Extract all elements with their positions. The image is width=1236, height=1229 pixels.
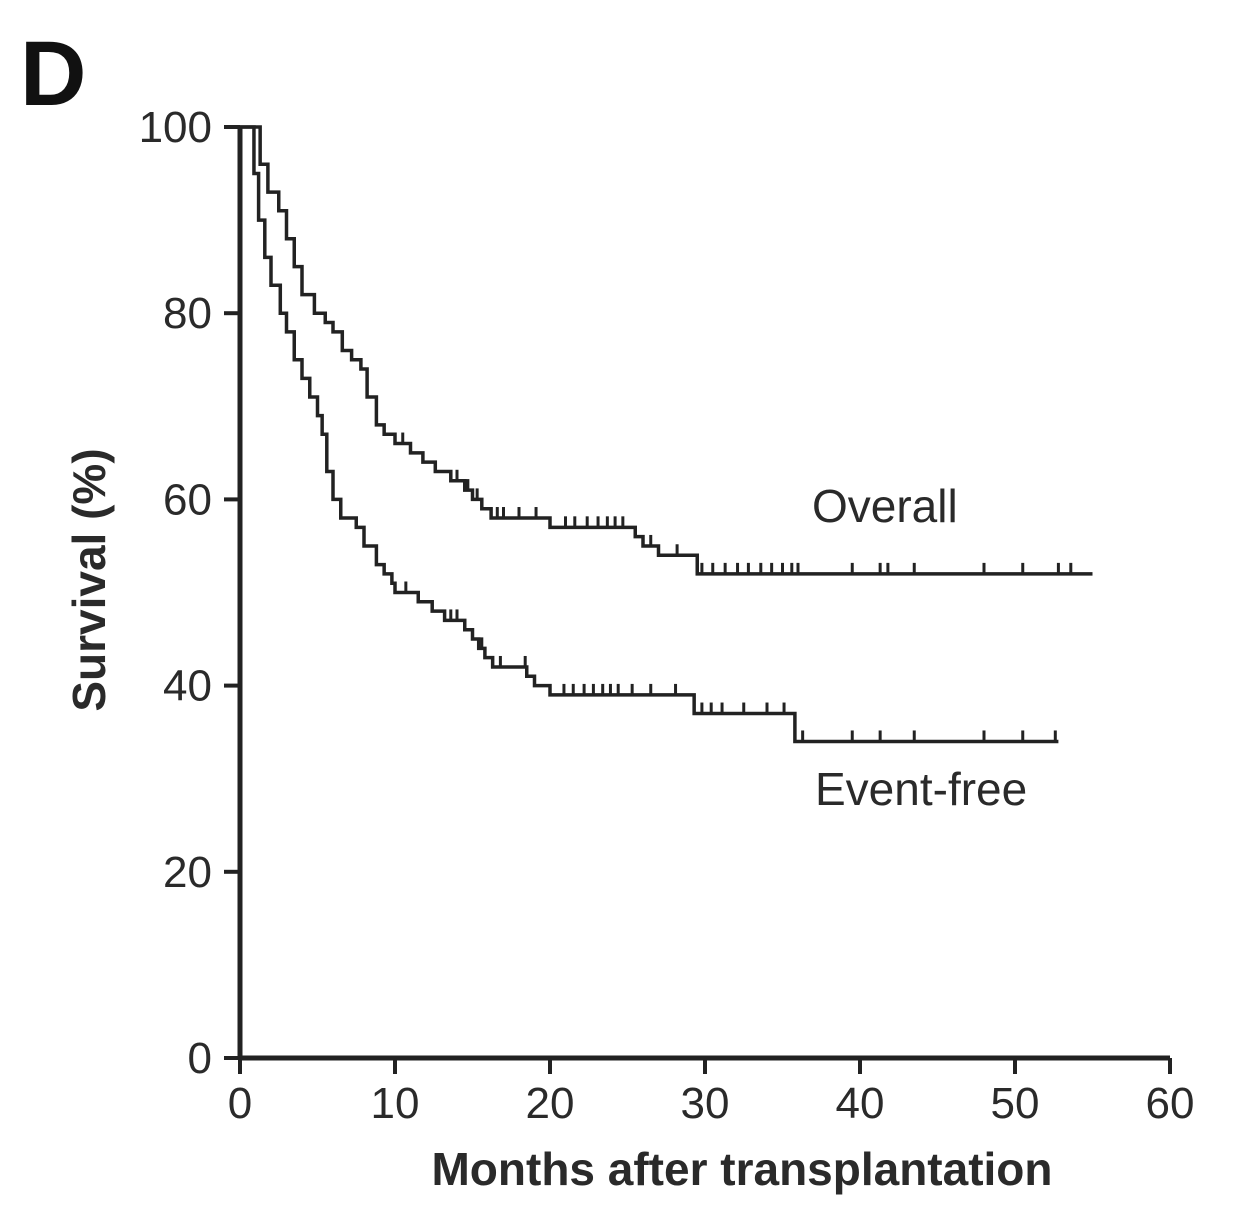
x-tick-label: 40 (836, 1079, 885, 1128)
labels: Months after transplantation Survival (%… (63, 448, 1053, 1195)
y-tick-label: 60 (163, 475, 212, 524)
curve-event-free (240, 125, 1059, 744)
x-tick-label: 0 (228, 1079, 252, 1128)
x-tick-label: 50 (991, 1079, 1040, 1128)
x-axis-title: Months after transplantation (431, 1143, 1052, 1195)
y-tick-label: 40 (163, 662, 212, 711)
curves (240, 125, 1093, 744)
censor-marks (401, 432, 1073, 742)
series-label-overall: Overall (812, 480, 958, 532)
y-tick-label: 100 (139, 103, 212, 152)
x-tick-label: 10 (371, 1079, 420, 1128)
series-label-event-free: Event-free (815, 763, 1027, 815)
curve-overall (240, 125, 1093, 576)
panel-label: D (20, 23, 86, 125)
axes: 0 10 20 30 40 50 60 0 20 40 60 80 100 (139, 103, 1195, 1128)
y-axis-title: Survival (%) (63, 448, 115, 711)
x-tick-label: 60 (1146, 1079, 1195, 1128)
y-tick-label: 80 (163, 289, 212, 338)
x-tick-label: 20 (526, 1079, 575, 1128)
y-tick-label: 20 (163, 848, 212, 897)
y-tick-label: 0 (188, 1034, 212, 1083)
x-tick-label: 30 (681, 1079, 730, 1128)
